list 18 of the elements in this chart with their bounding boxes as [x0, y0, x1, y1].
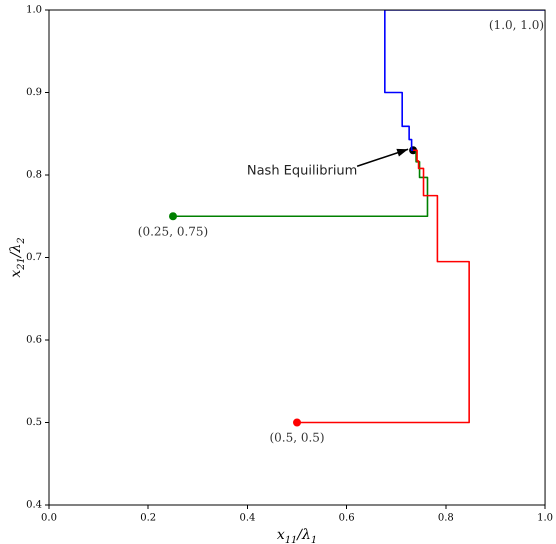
annotation: (1.0, 1.0)	[488, 18, 544, 32]
annotation: Nash Equilibrium	[246, 164, 358, 179]
annotation: (0.25, 0.75)	[138, 224, 208, 238]
y-tick-label: 0.9	[26, 87, 42, 98]
y-tick-label: 0.6	[26, 334, 42, 346]
x-tick-label: 0.0	[41, 512, 57, 524]
x-tick-label: 1.0	[537, 512, 553, 524]
x-tick-label: 0.6	[338, 512, 355, 524]
x-tick-label: 0.2	[140, 512, 156, 524]
y-tick-label: 0.5	[26, 417, 42, 428]
x-tick-label: 0.8	[438, 512, 454, 524]
x-tick-label: 0.4	[239, 512, 256, 524]
y-tick-label: 1.0	[26, 4, 42, 16]
y-tick-label: 0.7	[26, 252, 42, 264]
y-axis-title: x21/λ2	[8, 237, 28, 278]
annotation: (0.5, 0.5)	[269, 430, 325, 445]
y-tick-label: 0.8	[26, 170, 42, 181]
y-tick-label: 0.4	[26, 500, 42, 511]
